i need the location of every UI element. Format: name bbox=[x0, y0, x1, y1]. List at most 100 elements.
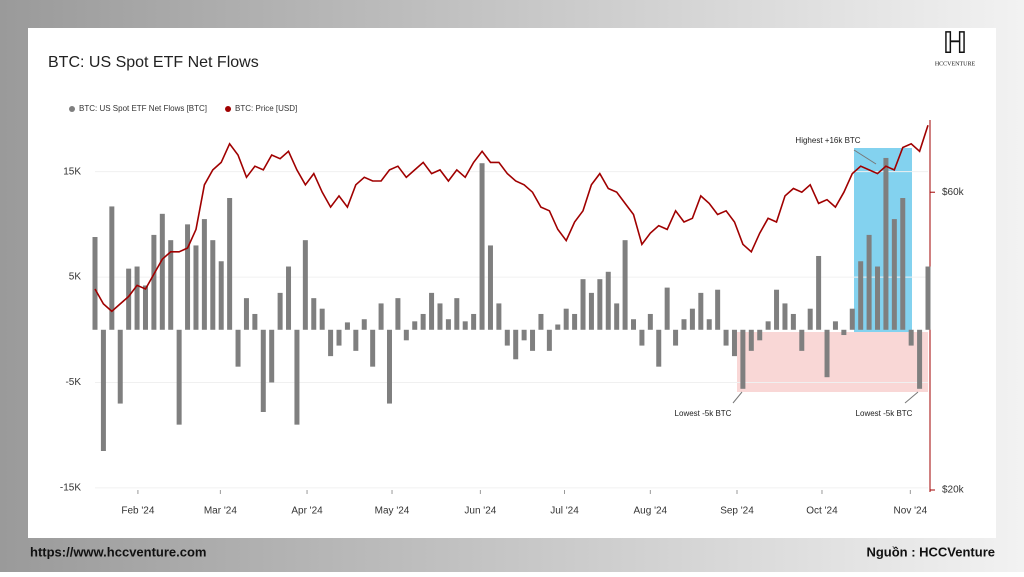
bar bbox=[698, 292, 704, 330]
bar bbox=[816, 255, 822, 330]
bar bbox=[328, 329, 334, 357]
bar bbox=[774, 289, 780, 330]
bar bbox=[900, 198, 906, 330]
bar bbox=[134, 266, 140, 330]
x-tick-label: Feb '24 bbox=[121, 506, 154, 517]
bar bbox=[252, 313, 258, 330]
bar bbox=[597, 279, 603, 330]
bar bbox=[723, 329, 729, 346]
bar bbox=[269, 329, 275, 383]
bar bbox=[210, 240, 216, 330]
x-tick-label: Nov '24 bbox=[894, 506, 928, 517]
bar bbox=[849, 308, 855, 330]
bar bbox=[563, 308, 569, 330]
bar bbox=[395, 298, 401, 330]
x-tick-label: Jun '24 bbox=[464, 506, 496, 517]
bar bbox=[614, 303, 620, 330]
arrow bbox=[853, 149, 877, 165]
bar bbox=[866, 234, 872, 330]
plot: 15K 5K -5K -15K $60k $20k Feb '24 Mar '24 Apr '2… bbox=[60, 104, 965, 517]
bar bbox=[639, 329, 645, 346]
logo-mark: ℍ bbox=[942, 27, 968, 60]
bar bbox=[126, 268, 132, 330]
bar bbox=[908, 329, 914, 346]
bar bbox=[689, 308, 695, 330]
annotation: Highest +16k BTC bbox=[795, 136, 860, 145]
bar bbox=[109, 206, 115, 330]
bar bbox=[311, 298, 317, 330]
bar bbox=[336, 329, 342, 346]
bar bbox=[168, 240, 174, 330]
highlight-low bbox=[737, 332, 928, 392]
bar bbox=[572, 313, 578, 330]
bar bbox=[681, 319, 687, 330]
x-tick-label: Apr '24 bbox=[291, 506, 323, 517]
bar bbox=[530, 329, 536, 351]
bar bbox=[218, 261, 224, 330]
logo: HCCVENTURE bbox=[935, 61, 976, 67]
bar bbox=[437, 303, 443, 330]
price-line bbox=[94, 124, 929, 313]
bar bbox=[580, 279, 586, 330]
bar bbox=[622, 240, 628, 330]
legend-label: BTC: Price [USD] bbox=[235, 104, 297, 113]
bar bbox=[765, 321, 771, 330]
bar bbox=[858, 261, 864, 330]
y2-tick-label: $20k bbox=[942, 485, 965, 496]
arrow bbox=[904, 391, 919, 404]
bar bbox=[420, 313, 426, 330]
bar bbox=[883, 157, 889, 330]
bar bbox=[790, 313, 796, 330]
bar bbox=[925, 266, 931, 330]
bar bbox=[748, 329, 754, 351]
bar bbox=[496, 303, 502, 330]
bar bbox=[201, 219, 207, 330]
bar bbox=[875, 266, 881, 330]
legend-marker bbox=[225, 106, 232, 112]
bar bbox=[260, 329, 266, 412]
footer-source: Nguồn : HCCVenture bbox=[866, 544, 995, 559]
bar bbox=[740, 329, 746, 389]
bar bbox=[647, 313, 653, 330]
bar bbox=[555, 324, 561, 330]
arrow bbox=[732, 391, 743, 404]
bar bbox=[731, 329, 737, 357]
bar bbox=[673, 329, 679, 346]
bar bbox=[546, 329, 552, 351]
bar bbox=[504, 329, 510, 346]
bar bbox=[243, 298, 249, 330]
bar bbox=[117, 329, 123, 404]
bar bbox=[471, 313, 477, 330]
bar bbox=[370, 329, 376, 367]
bar bbox=[429, 292, 435, 330]
y-tick-label: 15K bbox=[63, 166, 81, 177]
bar bbox=[757, 329, 763, 341]
bar bbox=[664, 287, 670, 330]
bar bbox=[799, 329, 805, 351]
bar bbox=[151, 234, 157, 330]
bar bbox=[782, 303, 788, 330]
bar bbox=[100, 329, 106, 451]
bar bbox=[891, 219, 897, 330]
bar bbox=[521, 329, 527, 341]
bar bbox=[841, 329, 847, 336]
bar bbox=[361, 319, 367, 330]
x-tick-label: Oct '24 bbox=[806, 506, 838, 517]
bar bbox=[142, 285, 148, 330]
x-tick-label: Jul '24 bbox=[550, 506, 579, 517]
bar bbox=[917, 329, 923, 389]
x-tick-label: Aug '24 bbox=[634, 506, 668, 517]
bar bbox=[193, 245, 199, 330]
bar bbox=[513, 329, 519, 360]
annotation: Lowest -5k BTC bbox=[675, 409, 732, 418]
bar bbox=[286, 266, 292, 330]
bar bbox=[344, 322, 350, 330]
bar bbox=[235, 329, 241, 367]
bar bbox=[386, 329, 392, 404]
bar bbox=[538, 313, 544, 330]
bar bbox=[656, 329, 662, 367]
bar bbox=[294, 329, 300, 425]
x-tick-label: May '24 bbox=[375, 506, 410, 517]
bar bbox=[588, 292, 594, 330]
y-tick-label: -15K bbox=[60, 483, 81, 494]
